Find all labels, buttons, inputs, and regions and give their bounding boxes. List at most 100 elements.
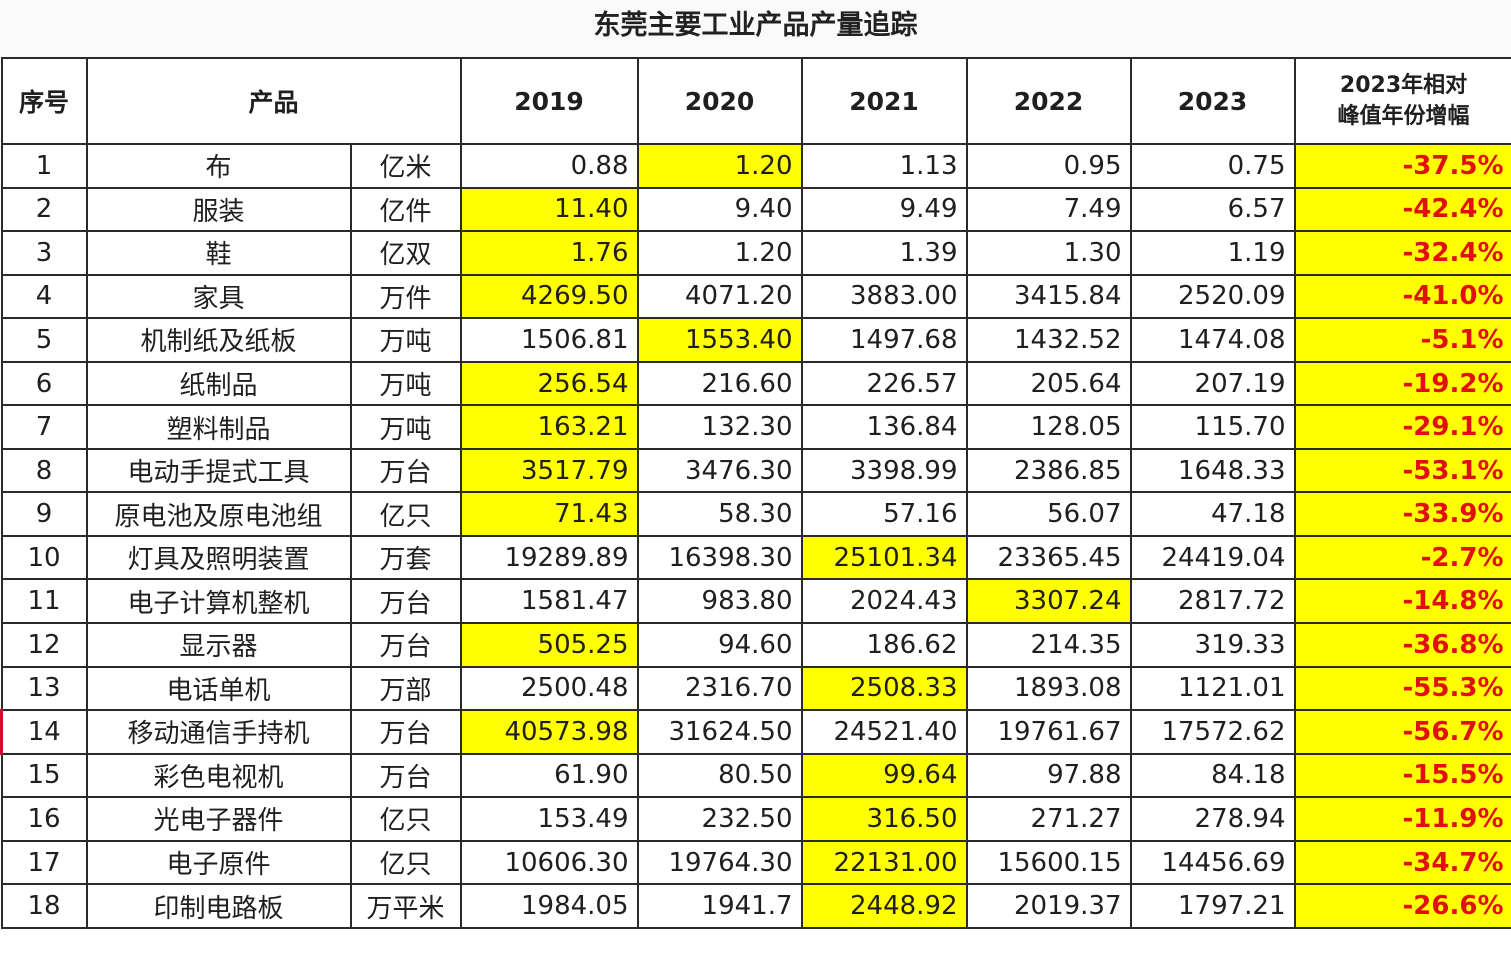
row-value: 205.64 xyxy=(965,360,1132,407)
row-seq: 14 xyxy=(0,709,88,755)
table-row: 7 塑料制品 万吨 163.21 132.30 136.84 128.05 115.70 -29… xyxy=(0,404,1511,450)
row-change-pct: -37.5% xyxy=(1293,143,1511,189)
row-product-name: 机制纸及纸板 xyxy=(85,317,352,363)
row-value: 163.21 xyxy=(459,404,639,450)
row-value: 19289.89 xyxy=(459,534,639,581)
row-unit: 万台 xyxy=(349,447,462,494)
row-value: 2520.09 xyxy=(1129,273,1296,320)
row-value: 1.13 xyxy=(800,143,968,189)
row-value: 40573.98 xyxy=(459,709,639,755)
row-unit: 万台 xyxy=(349,622,462,668)
production-table: 序号 产品 2019 2020 2021 2022 2023 2023年相对 峰… xyxy=(0,57,1511,929)
row-unit: 亿只 xyxy=(349,491,462,537)
row-value: 47.18 xyxy=(1129,491,1296,537)
table-row: 18 印制电路板 万平米 1984.05 1941.7 2448.92 2019.37 179… xyxy=(0,883,1511,929)
row-product-name: 彩色电视机 xyxy=(85,752,352,799)
row-change-pct: -29.1% xyxy=(1293,404,1511,450)
table-row: 15 彩色电视机 万台 61.90 80.50 99.64 97.88 84.18 -15.5% xyxy=(0,752,1511,799)
table-row: 10 灯具及照明装置 万套 19289.89 16398.30 25101.34 23365… xyxy=(0,534,1511,581)
table-row: 4 家具 万件 4269.50 4071.20 3883.00 3415.84 2520.09… xyxy=(0,273,1511,320)
row-value: 2508.33 xyxy=(800,665,968,712)
row-seq: 3 xyxy=(0,230,88,276)
row-value: 319.33 xyxy=(1129,622,1296,668)
row-value: 1.39 xyxy=(800,230,968,276)
row-value: 61.90 xyxy=(459,752,639,799)
row-value: 17572.62 xyxy=(1129,709,1296,755)
row-value: 1984.05 xyxy=(459,883,639,929)
table-row: 3 鞋亿双 1.76 1.20 1.39 1.30 1.19 -32.4% xyxy=(0,230,1511,276)
row-value: 1.20 xyxy=(636,230,803,276)
row-unit: 万平米 xyxy=(349,883,462,929)
row-value: 128.05 xyxy=(965,404,1132,450)
row-seq: 1 xyxy=(0,143,88,189)
table-row: 1 布亿米 0.88 1.20 1.13 0.95 0.75 -37.5% xyxy=(0,143,1511,189)
row-unit: 万吨 xyxy=(349,360,462,407)
row-value: 19761.67 xyxy=(965,709,1132,755)
header-seq: 序号 xyxy=(0,57,88,145)
row-seq: 16 xyxy=(0,796,88,842)
row-value: 1432.52 xyxy=(965,317,1132,363)
table-body: 1 布亿米 0.88 1.20 1.13 0.95 0.75 -37.5% 2 服装 亿件 11.40… xyxy=(0,143,1511,929)
row-value: 84.18 xyxy=(1129,752,1296,799)
row-value: 271.27 xyxy=(965,796,1132,842)
row-value: 7.49 xyxy=(965,186,1132,233)
header-year-2022: 2022 xyxy=(965,57,1132,145)
row-value: 153.49 xyxy=(459,796,639,842)
row-seq: 15 xyxy=(0,752,88,799)
row-product-name: 电子原件 xyxy=(85,839,352,886)
row-unit: 万吨 xyxy=(349,404,462,450)
header-change-line2: 峰值年份增幅 xyxy=(1337,104,1470,129)
table-row: 13 电话单机 万部 2500.48 2316.70 2508.33 1893.08 1121… xyxy=(0,665,1511,712)
row-seq: 17 xyxy=(0,839,88,886)
row-value: 10606.30 xyxy=(459,839,639,886)
row-seq: 18 xyxy=(0,883,88,929)
row-unit: 万套 xyxy=(349,534,462,581)
row-value: 1121.01 xyxy=(1129,665,1296,712)
row-value: 19764.30 xyxy=(636,839,803,886)
header-row: 序号 产品 2019 2020 2021 2022 2023 2023年相对 峰… xyxy=(0,57,1511,145)
row-seq: 8 xyxy=(0,447,88,494)
row-value: 505.25 xyxy=(459,622,639,668)
row-seq: 10 xyxy=(0,534,88,581)
row-value: 4269.50 xyxy=(459,273,639,320)
row-product-name: 纸制品 xyxy=(85,360,352,407)
row-change-pct: -5.1% xyxy=(1293,317,1511,363)
row-change-pct: -33.9% xyxy=(1293,491,1511,537)
row-change-pct: -55.3% xyxy=(1293,665,1511,712)
header-year-2020: 2020 xyxy=(636,57,803,145)
row-value: 1648.33 xyxy=(1129,447,1296,494)
row-product-name: 印制电路板 xyxy=(85,883,352,929)
row-value: 115.70 xyxy=(1129,404,1296,450)
row-value: 9.40 xyxy=(636,186,803,233)
row-unit: 万吨 xyxy=(349,317,462,363)
table-row: 8 电动手提式工具 万台 3517.79 3476.30 3398.99 2386.85 16… xyxy=(0,447,1511,494)
row-value: 207.19 xyxy=(1129,360,1296,407)
row-change-pct: -34.7% xyxy=(1293,839,1511,886)
row-value: 15600.15 xyxy=(965,839,1132,886)
row-value: 1.20 xyxy=(636,143,803,189)
row-value: 1.19 xyxy=(1129,230,1296,276)
table-row: 9 原电池及原电池组 亿只 71.43 58.30 57.16 56.07 47.18 -33.… xyxy=(0,491,1511,537)
row-value: 1497.68 xyxy=(800,317,968,363)
row-change-pct: -26.6% xyxy=(1293,883,1511,929)
row-value: 3307.24 xyxy=(965,578,1132,625)
row-value: 24419.04 xyxy=(1129,534,1296,581)
row-seq: 4 xyxy=(0,273,88,320)
row-unit: 亿只 xyxy=(349,796,462,842)
row-value: 214.35 xyxy=(965,622,1132,668)
table-row: 14 移动通信手持机 万台 40573.98 31624.50 24521.40 19761… xyxy=(0,709,1511,755)
row-value: 1506.81 xyxy=(459,317,639,363)
row-unit: 万台 xyxy=(349,578,462,625)
row-value: 1.30 xyxy=(965,230,1132,276)
row-seq: 12 xyxy=(0,622,88,668)
header-year-2023: 2023 xyxy=(1129,57,1296,145)
row-seq: 9 xyxy=(0,491,88,537)
row-value: 9.49 xyxy=(800,186,968,233)
header-year-2021: 2021 xyxy=(800,57,968,145)
row-product-name: 原电池及原电池组 xyxy=(85,491,352,537)
row-value: 23365.45 xyxy=(965,534,1132,581)
row-value: 2386.85 xyxy=(965,447,1132,494)
row-unit: 万部 xyxy=(349,665,462,712)
table-row: 5 机制纸及纸板 万吨 1506.81 1553.40 1497.68 1432.52 147… xyxy=(0,317,1511,363)
header-year-2019: 2019 xyxy=(459,57,639,145)
